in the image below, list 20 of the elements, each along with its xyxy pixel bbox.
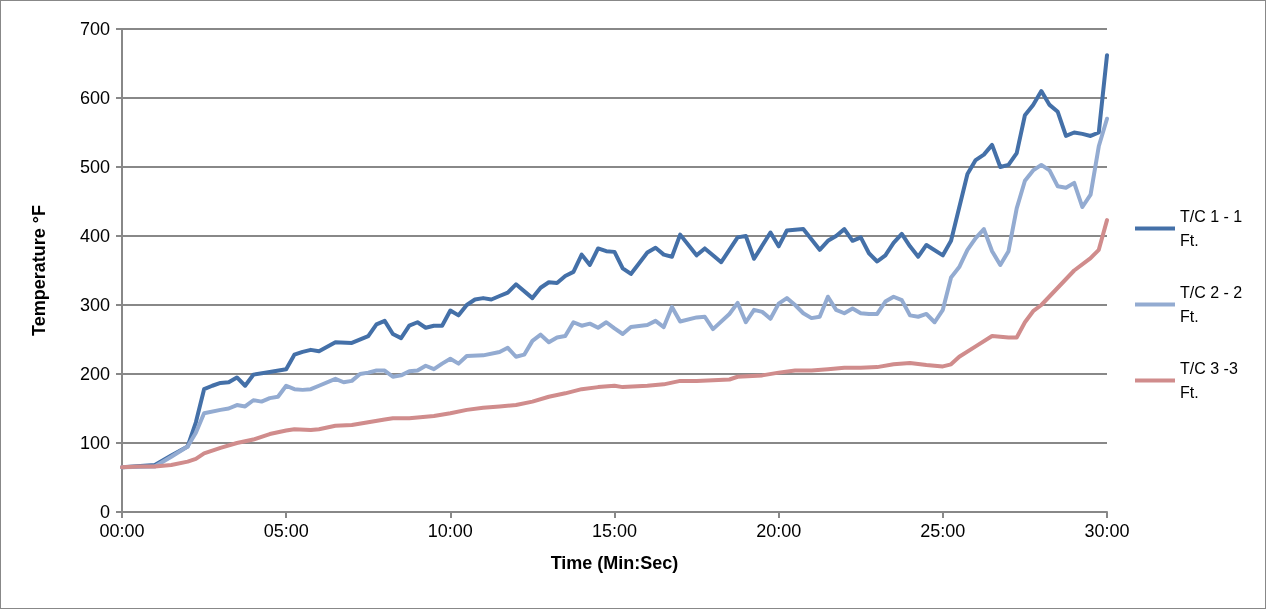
y-tick-label: 200 — [79, 364, 110, 384]
y-tick-label: 0 — [99, 502, 110, 522]
y-tick-label: 100 — [79, 433, 110, 453]
x-axis-title: Time (Min:Sec) — [550, 553, 679, 573]
x-tick-label: 05:00 — [263, 521, 309, 541]
y-tick-label: 600 — [79, 88, 110, 108]
y-tick-label: 700 — [79, 19, 110, 39]
x-tick-label: 15:00 — [591, 521, 638, 541]
x-tick-label: 10:00 — [427, 521, 473, 541]
x-tick-label: 00:00 — [99, 521, 145, 541]
legend-label: T/C 3 -3 Ft. — [1180, 360, 1243, 401]
x-tick-label: 20:00 — [756, 521, 802, 541]
x-tick-label: 30:00 — [1084, 521, 1130, 541]
legend-label: T/C 2 - 2 Ft. — [1180, 284, 1247, 325]
y-axis-title: Temperature °F — [29, 205, 49, 336]
x-tick-label: 25:00 — [920, 521, 966, 541]
legend-label: T/C 1 - 1 Ft. — [1180, 208, 1247, 249]
y-tick-label: 500 — [79, 157, 110, 177]
y-tick-label: 300 — [79, 295, 110, 315]
y-tick-label: 400 — [79, 226, 110, 246]
